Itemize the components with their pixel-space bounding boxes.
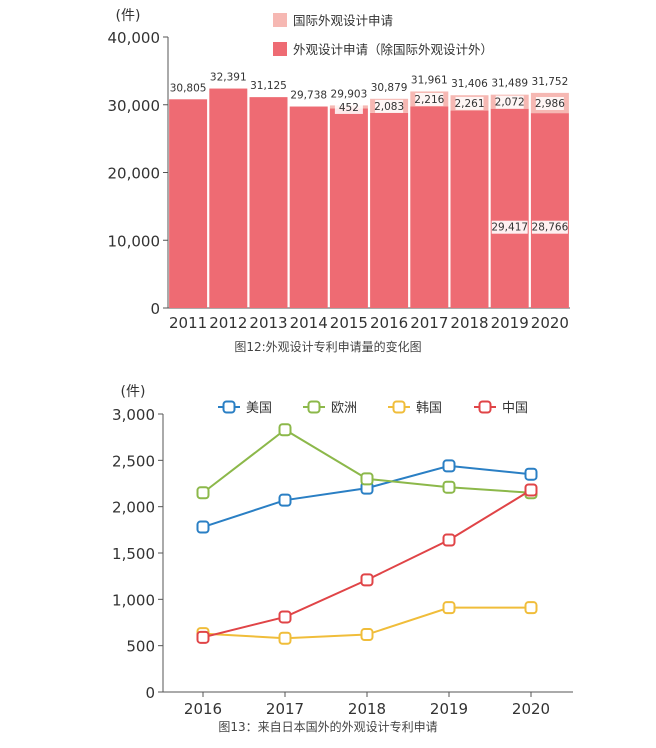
data-point	[196, 486, 210, 500]
x-tick-label: 2020	[512, 700, 550, 716]
legend-label: 中国	[502, 401, 528, 416]
data-label-total: 29,903	[331, 88, 368, 100]
label-bg	[531, 220, 568, 234]
bar-domestic	[289, 106, 328, 308]
y-tick-label: 30,000	[108, 97, 161, 115]
data-point	[442, 601, 456, 615]
label-bg	[495, 95, 524, 109]
x-tick-label: 2014	[290, 314, 328, 332]
legend-marker	[307, 400, 321, 414]
x-tick-label: 2017	[266, 700, 304, 716]
x-tick-label: 2013	[249, 314, 287, 332]
data-label-international: 2,083	[374, 101, 404, 113]
legend-swatch	[273, 13, 287, 27]
legend-swatch	[273, 42, 287, 56]
data-point	[278, 631, 292, 645]
legend-marker	[222, 400, 236, 414]
x-tick-label: 2018	[450, 314, 488, 332]
y-tick-label: 40,000	[108, 29, 161, 47]
data-point	[278, 610, 292, 624]
bar-domestic	[370, 112, 409, 308]
bar-chart-design-applications: (件) 0 10,000 20,000 30,000 40,000 30,805 2011 32…	[108, 8, 570, 332]
x-tick-label: 2011	[169, 314, 207, 332]
bar-domestic	[249, 97, 288, 308]
data-label-international: 2,216	[414, 94, 444, 106]
label-bg	[334, 100, 363, 114]
data-point	[360, 628, 374, 642]
legend-label: 欧洲	[331, 401, 357, 416]
data-point	[278, 423, 292, 437]
data-label-total: 32,391	[210, 72, 247, 84]
bar-domestic	[209, 88, 248, 309]
data-point	[442, 480, 456, 494]
data-point	[360, 472, 374, 486]
data-point	[360, 573, 374, 587]
data-label-international: 452	[339, 102, 359, 114]
y-tick-label: 20,000	[108, 165, 161, 183]
x-tick-label: 2012	[209, 314, 247, 332]
data-label-total: 31,752	[532, 76, 569, 88]
data-point	[196, 630, 210, 644]
x-tick-label: 2019	[430, 700, 468, 716]
data-point	[524, 467, 538, 481]
x-tick-label: 2016	[370, 314, 408, 332]
data-point	[196, 520, 210, 534]
data-label-total: 29,738	[290, 90, 327, 102]
data-point	[442, 533, 456, 547]
chart-caption: 图13：来自日本国外的外观设计专利申请	[218, 720, 438, 734]
data-point	[442, 459, 456, 473]
bar-domestic	[169, 99, 208, 308]
bar-domestic	[450, 110, 489, 308]
x-tick-label: 2018	[348, 700, 386, 716]
data-label-domestic: 29,417	[491, 222, 528, 234]
data-label-international: 2,072	[495, 97, 525, 109]
y-tick-label: 10,000	[108, 232, 161, 250]
legend-marker	[478, 400, 492, 414]
data-point	[278, 493, 292, 507]
label-bg	[491, 220, 528, 234]
legend-label: 美国	[246, 401, 272, 416]
x-tick-label: 2015	[330, 314, 368, 332]
data-label-total: 31,489	[491, 78, 528, 90]
y-axis-unit: (件)	[121, 384, 146, 400]
data-label-total: 31,125	[250, 80, 287, 92]
legend-marker	[392, 400, 406, 414]
y-tick-label: 2,500	[112, 452, 155, 470]
y-tick-label: 2,000	[112, 499, 155, 517]
y-axis-unit: (件)	[116, 8, 141, 24]
x-tick-label: 2019	[491, 314, 529, 332]
bar-domestic	[410, 106, 449, 308]
y-tick-label: 1,000	[112, 591, 155, 609]
data-label-total: 31,961	[411, 74, 448, 86]
data-label-total: 31,406	[451, 78, 488, 90]
y-tick-label: 0	[145, 684, 155, 702]
x-tick-label: 2020	[531, 314, 569, 332]
legend-label: 外观设计申请（除国际外观设计外）	[293, 42, 493, 57]
legend-label: 国际外观设计申请	[293, 13, 393, 28]
x-tick-label: 2016	[184, 700, 222, 716]
bar-domestic	[329, 108, 368, 308]
legend-label: 韩国	[416, 401, 442, 416]
label-bg	[455, 96, 484, 110]
label-bg	[375, 99, 404, 113]
y-tick-label: 1,500	[112, 545, 155, 563]
data-label-total: 30,879	[371, 82, 408, 94]
label-bg	[415, 92, 444, 106]
data-label-international: 2,986	[535, 98, 565, 110]
y-tick-label: 3,000	[112, 406, 155, 424]
data-point	[524, 483, 538, 497]
data-label-domestic: 28,766	[532, 222, 569, 234]
bar-domestic	[530, 113, 569, 308]
x-tick-label: 2017	[410, 314, 448, 332]
chart-caption: 图12:外观设计专利申请量的变化图	[234, 340, 422, 354]
series-line	[202, 489, 532, 639]
y-tick-label: 500	[126, 638, 155, 656]
data-label-international: 2,261	[454, 98, 484, 110]
line-chart-foreign-applications: (件) 0 500 1,000 1,500 2,000 2,500 3,000 2016 2017…	[112, 384, 573, 716]
data-label-total: 30,805	[170, 82, 207, 94]
data-point	[524, 601, 538, 615]
bar-domestic	[490, 108, 529, 308]
y-tick-label: 0	[150, 300, 160, 318]
label-bg	[535, 96, 564, 110]
